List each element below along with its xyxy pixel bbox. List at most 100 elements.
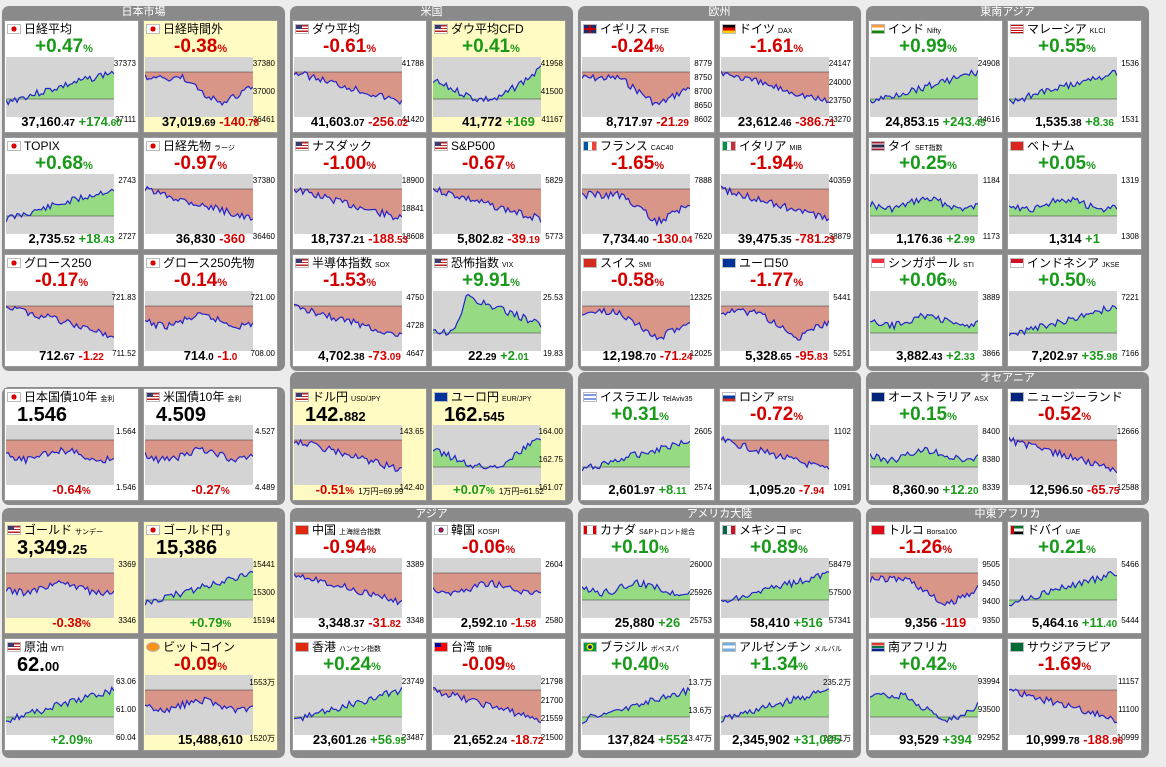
market-tile[interactable]: ニュージーランド -0.52% 12666 12588 12,596.50 -65.7… xyxy=(1007,388,1142,501)
chart-line xyxy=(433,293,541,337)
tile-title: グロース250先物 xyxy=(163,256,255,270)
market-tile[interactable]: 中国 上海総合指数 -0.94% 3389 3348 3,348.37 -31.82 xyxy=(292,521,427,634)
axis-label: 60.04 xyxy=(115,733,136,742)
tile-change-percent: -0.38% xyxy=(174,36,227,60)
tile-footer: 23,612.46 -386.71 xyxy=(722,115,851,131)
tile-change-percent: -1.61% xyxy=(750,36,803,60)
market-tile[interactable]: 香港 ハンセン指数 +0.24% 23749 23487 23,601.26 +56.9… xyxy=(292,638,427,751)
tile-price: 4.509 xyxy=(156,404,206,428)
market-tile[interactable]: 台湾 加権 -0.09% 21798 21700 21559 21500 21,652.24… xyxy=(431,638,566,751)
tile-title: ダウ平均CFD xyxy=(451,22,524,36)
market-tile[interactable]: サウジアラビア -1.69% 11157 11100 10999 10,999.78 -… xyxy=(1007,638,1142,751)
tile-change-percent: +0.15% xyxy=(899,404,957,428)
axis-label: 8602 xyxy=(694,115,712,124)
chart-line xyxy=(721,307,829,341)
change-int: -1 xyxy=(217,348,229,363)
chart-area xyxy=(870,313,978,333)
market-tile[interactable]: 日本国債10年 金利 1.546 1.564 1.546 -0.64% xyxy=(4,388,139,501)
market-tile[interactable]: インドネシア JKSE +0.50% 7221 7166 7,202.97 +35.98 xyxy=(1007,254,1142,367)
market-tile[interactable]: 日経平均 +0.47% 37373 37111 37,160.47 +174.60 xyxy=(4,20,139,133)
tile-footer: 5,802.82 -39.19 xyxy=(434,232,563,248)
market-tile[interactable]: ユーロ円 EUR/JPY 162.545 164.00 162.75 161.07 +0.… xyxy=(431,388,566,501)
market-tile[interactable]: 日経先物 ラージ -0.97% 37380 36460 36,830 -360 xyxy=(143,137,278,250)
change-int: -386 xyxy=(795,114,822,129)
chart-area xyxy=(433,187,541,223)
market-tile[interactable]: ドバイ UAE +0.21% 5466 5444 5,464.16 +11.40 xyxy=(1007,521,1142,634)
market-tile[interactable]: TOPIX +0.68% 2743 2727 2,735.52 +18.43 xyxy=(4,137,139,250)
tile-subtitle: SET指数 xyxy=(915,145,943,152)
market-tile[interactable]: 南アフリカ +0.42% 93994 93500 92952 93,529 +394 xyxy=(868,638,1003,751)
percent-unit: % xyxy=(222,619,232,630)
market-tile[interactable]: フランス CAC40 -1.65% 7888 7620 7,734.40 -130.04 xyxy=(580,137,715,250)
percent-value: -0.38 xyxy=(174,36,218,57)
tile-sparkline xyxy=(433,675,541,735)
market-tile[interactable]: ブラジル ボベスパ +0.40% 13.7万 13.6万 13.47万 137,824 +… xyxy=(580,638,715,751)
tile-sparkline xyxy=(145,558,253,618)
market-tile[interactable]: イギリス FTSE -0.24% 8779 8750 8700 8650 8602 8,717… xyxy=(580,20,715,133)
market-tile[interactable]: ドル円 USD/JPY 142.882 143.65 142.40 -0.51% 1万円=… xyxy=(292,388,427,501)
market-tile[interactable]: S&P500 -0.67% 5829 5773 5,802.82 -39.19 xyxy=(431,137,566,250)
change-dec: .98 xyxy=(1103,352,1118,363)
market-tile[interactable]: ベトナム +0.05% 1319 1308 1,314 +1 xyxy=(1007,137,1142,250)
market-tile[interactable]: カナダ S&Pトロント総合 +0.10% 26000 25926 25753 25,880… xyxy=(580,521,715,634)
market-tile[interactable]: 米国債10年 金利 4.509 4.527 4.489 -0.27% xyxy=(143,388,278,501)
market-tile[interactable]: 原油 WTI 62.00 63.06 61.00 60.04 +2.09% xyxy=(4,638,139,751)
market-tile[interactable]: ユーロ50 -1.77% 5441 5251 5,328.65 -95.83 xyxy=(719,254,854,367)
market-tile[interactable]: 韓国 KOSPI -0.06% 2604 2580 2,592.10 -1.58 xyxy=(431,521,566,634)
change-dec: .53 xyxy=(394,235,409,246)
market-tile[interactable]: メキシコ IPC +0.89% 58479 57500 57341 58,410 +516 xyxy=(719,521,854,634)
change-dec: .78 xyxy=(245,118,260,129)
tile-title: シンガポール xyxy=(888,256,961,270)
market-tile[interactable]: ナスダック -1.00% 18900 18841 18608 18,737.21 -18… xyxy=(292,137,427,250)
market-tile[interactable]: イスラエル TelAviv35 +0.31% 2605 2574 2,601.97 +8… xyxy=(580,388,715,501)
axis-label: 7620 xyxy=(694,232,712,241)
us-flag-icon xyxy=(146,392,160,402)
percent-value: +0.55 xyxy=(1038,36,1087,57)
tile-change-percent: -1.77% xyxy=(750,270,803,294)
market-tile[interactable]: ダウ平均CFD +0.41% 41958 41500 41167 41,772 +169 xyxy=(431,20,566,133)
change-dec: .23 xyxy=(821,235,836,246)
tile-sparkline xyxy=(721,174,829,234)
market-tile[interactable]: イタリア MIB -1.94% 40359 38879 39,475.35 -781.2… xyxy=(719,137,854,250)
market-tile[interactable]: アルゼンチン メルバル +1.34% 235.2万 228.1万 2,345,902 +… xyxy=(719,638,854,751)
change-int: -1 xyxy=(78,348,90,363)
market-tile[interactable]: トルコ Borsa100 -1.26% 9505 9450 9400 9350 9,356 … xyxy=(868,521,1003,634)
market-tile[interactable]: オーストラリア ASX +0.15% 8400 8380 8339 8,360.90 +1… xyxy=(868,388,1003,501)
market-tile[interactable]: スイス SMI -0.58% 12325 12025 12,198.70 -71.24 xyxy=(580,254,715,367)
tile-title: グロース250 xyxy=(24,256,92,270)
tile-name: 半導体指数 SOX xyxy=(295,256,424,270)
tile-title: インド xyxy=(888,22,925,36)
market-tile[interactable]: グロース250 -0.17% 721.83 711.52 712.67 -1.22 xyxy=(4,254,139,367)
market-tile[interactable]: 半導体指数 SOX -1.53% 4750 4728 4647 4,702.38 -73.… xyxy=(292,254,427,367)
market-tile[interactable]: シンガポール STI +0.06% 3889 3866 3,882.43 +2.33 xyxy=(868,254,1003,367)
market-tile[interactable]: 日経時間外 -0.38% 37380 37000 36461 37,019.69 -14… xyxy=(143,20,278,133)
change-int: -39 xyxy=(507,231,526,246)
tile-name: ドバイ UAE xyxy=(1010,523,1139,537)
market-tile[interactable]: ドイツ DAX -1.61% 24147 24000 23750 23270 23,612.… xyxy=(719,20,854,133)
market-tile[interactable]: タイ SET指数 +0.25% 1184 1173 1,176.36 +2.99 xyxy=(868,137,1003,250)
tile-sparkline xyxy=(1009,558,1117,618)
percent-unit: % xyxy=(1086,160,1096,172)
market-tile[interactable]: ビットコイン -0.09% 1553万 1520万 15,488,610 xyxy=(143,638,278,751)
axis-label: 37380 xyxy=(252,59,275,68)
group-title: 欧州 xyxy=(708,6,731,18)
price-dec: .43 xyxy=(928,352,943,363)
chart-area xyxy=(6,71,114,105)
market-tile[interactable]: ダウ平均 -0.61% 41788 41420 41,603.07 -256.02 xyxy=(292,20,427,133)
percent-unit: % xyxy=(654,160,665,172)
tile-title: 南アフリカ xyxy=(888,640,949,654)
market-tile[interactable]: ゴールド サンデー 3,349.25 3369 3346 -0.38% xyxy=(4,521,139,634)
us-flag-icon xyxy=(295,141,309,151)
tile-title: 半導体指数 xyxy=(312,256,373,270)
tile-name: インドネシア JKSE xyxy=(1010,256,1139,270)
market-tile[interactable]: ロシア RTSI -0.72% 1102 1091 1,095.20 -7.94 xyxy=(719,388,854,501)
market-tile[interactable]: グロース250先物 -0.14% 721.00 708.00 714.0 -1.0 xyxy=(143,254,278,367)
chart-area xyxy=(6,687,114,723)
market-tile[interactable]: 恐怖指数 VIX +9.91% 25.53 19.83 22.29 +2.01 xyxy=(431,254,566,367)
market-tile[interactable]: マレーシア KLCI +0.55% 1536 1531 1,535.38 +8.36 xyxy=(1007,20,1142,133)
market-tile[interactable]: インド Nifty +0.99% 24908 24616 24,853.15 +243.… xyxy=(868,20,1003,133)
tile-sparkline xyxy=(433,558,541,618)
chart-line xyxy=(433,579,541,597)
yen-conversion: 1万円=61.52 xyxy=(498,487,544,496)
market-tile[interactable]: ゴールド円 g 15,386 15441 15300 15194 +0.79% xyxy=(143,521,278,634)
